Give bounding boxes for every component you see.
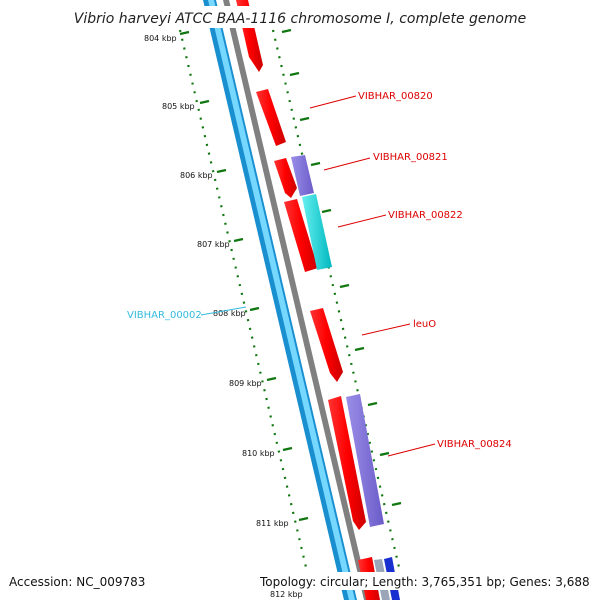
kbp-label-806: 806 kbp xyxy=(180,171,213,180)
gene-label-vibhar-00002[interactable]: VIBHAR_00002 xyxy=(127,310,202,321)
gene-label-vibhar-00822[interactable]: VIBHAR_00822 xyxy=(388,210,463,221)
right-ruler-track xyxy=(271,29,404,581)
leader-leuO xyxy=(361,323,411,336)
leader-vibhar-00002 xyxy=(200,306,247,316)
cds-vibhar-00820 xyxy=(256,89,286,146)
leader-vibhar-00820 xyxy=(309,95,357,109)
leader-vibhar-00822 xyxy=(337,214,387,228)
kbp-label-809: 809 kbp xyxy=(229,379,262,388)
feature-cyan-vibhar-00822 xyxy=(302,194,332,270)
leader-vibhar-00821 xyxy=(323,157,371,171)
footer-topology-bg xyxy=(258,572,592,590)
feature-purple-a xyxy=(291,155,314,196)
kbp-label-811: 811 kbp xyxy=(256,519,289,528)
cds-vibhar-00822 xyxy=(284,199,318,272)
map-title: Vibrio harveyi ATCC BAA-1116 chromosome … xyxy=(74,11,526,27)
kbp-label-810: 810 kbp xyxy=(242,449,275,458)
kbp-label-807: 807 kbp xyxy=(197,240,230,249)
topology-text: Topology: circular; Length: 3,765,351 bp… xyxy=(259,575,590,589)
feature-purple-vibhar-00824 xyxy=(346,394,384,527)
kbp-label-804: 804 kbp xyxy=(144,34,177,43)
cds-vibhar-00824 xyxy=(328,396,366,530)
gene-label-vibhar-00820[interactable]: VIBHAR_00820 xyxy=(358,91,433,102)
leader-vibhar-00824 xyxy=(387,443,436,457)
kbp-label-808: 808 kbp xyxy=(213,309,246,318)
accession-text: Accession: NC_009783 xyxy=(9,575,145,589)
ruler-tick-marks xyxy=(179,28,402,522)
kbp-label-812: 812 kbp xyxy=(270,590,303,599)
reverse-strand-band-highlight xyxy=(208,0,355,600)
title-bg xyxy=(70,6,530,28)
gene-label-vibhar-00821[interactable]: VIBHAR_00821 xyxy=(373,152,448,163)
gene-label-leuO[interactable]: leuO xyxy=(413,319,436,330)
gene-label-vibhar-00824[interactable]: VIBHAR_00824 xyxy=(437,439,512,450)
cds-vibhar-00821 xyxy=(274,158,297,198)
backbone-line xyxy=(223,0,370,600)
left-ruler-track xyxy=(178,29,311,581)
kbp-label-805: 805 kbp xyxy=(162,102,195,111)
cds-leuO xyxy=(310,308,343,382)
